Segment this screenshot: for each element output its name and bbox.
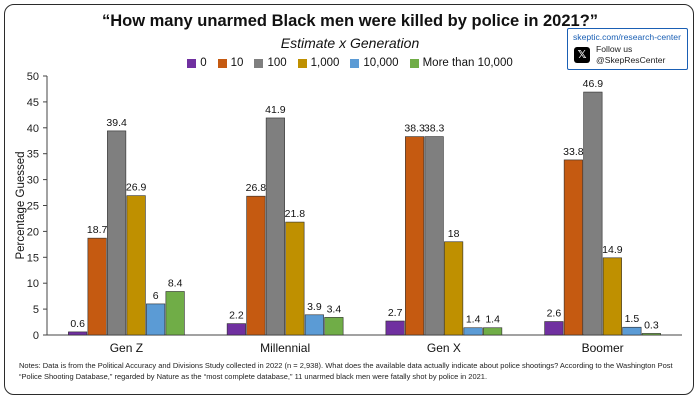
- bar: [246, 195, 266, 336]
- legend-label: 1,000: [310, 57, 340, 69]
- bar: [641, 333, 661, 336]
- bar: [622, 326, 642, 336]
- data-label: 6: [153, 290, 159, 302]
- legend-item: 0: [187, 57, 207, 69]
- bar: [285, 221, 305, 336]
- legend-swatch: [217, 58, 227, 68]
- social-handle[interactable]: @SkepResCenter: [596, 55, 666, 65]
- research-center-link[interactable]: skeptic.com/research-center: [573, 32, 681, 42]
- data-label: 21.8: [285, 208, 306, 220]
- data-label: 33.8: [563, 146, 584, 158]
- bar: [583, 91, 603, 336]
- y-tick-label: 15: [27, 252, 39, 264]
- bar: [304, 314, 324, 336]
- data-label: 18.7: [87, 224, 108, 236]
- data-label: 38.3: [424, 123, 445, 135]
- x-tick-label: Millennial: [260, 341, 310, 355]
- data-label: 26.8: [246, 182, 267, 194]
- x-tick-label: Gen X: [427, 341, 461, 355]
- bar: [424, 136, 444, 336]
- chart-title: “How many unarmed Black men were killed …: [101, 12, 599, 30]
- bar: [226, 323, 246, 336]
- bar: [483, 327, 503, 336]
- y-tick-label: 0: [33, 330, 39, 342]
- bar: [405, 136, 425, 336]
- data-label: 39.4: [106, 117, 127, 129]
- legend-label: 10: [230, 57, 244, 69]
- data-label: 2.2: [229, 310, 244, 322]
- data-label: 3.9: [307, 301, 322, 313]
- data-label: 41.9: [265, 104, 286, 116]
- bar: [444, 241, 464, 336]
- chart-notes: Notes: Data is from the Political Accura…: [19, 361, 673, 381]
- social-badge[interactable]: skeptic.com/research-center 𝕏 Follow us …: [567, 28, 688, 70]
- data-label: 46.9: [583, 78, 604, 90]
- data-label: 0.3: [644, 319, 659, 331]
- y-tick-label: 40: [27, 123, 39, 135]
- legend-label: 0: [200, 57, 207, 69]
- chart-subtitle: Estimate x Generation: [280, 35, 420, 51]
- data-label: 26.9: [126, 182, 147, 194]
- y-tick-label: 35: [27, 149, 39, 161]
- bar: [602, 257, 622, 336]
- data-label: 38.3: [404, 123, 425, 135]
- follow-label: Follow us: [596, 44, 633, 54]
- bar: [544, 321, 564, 336]
- bar: [126, 195, 146, 336]
- x-logo-icon: 𝕏: [574, 47, 590, 63]
- legend-swatch: [187, 58, 197, 68]
- chart-legend: 0 10 100 1,000 10,000 More than 10,000: [0, 57, 700, 69]
- bar: [165, 291, 185, 336]
- data-label: 1.5: [625, 313, 640, 325]
- y-axis-title: Percentage Guessed: [15, 151, 27, 259]
- bar: [463, 327, 483, 336]
- bar: [68, 331, 88, 336]
- legend-item: 10,000: [350, 57, 399, 69]
- legend-swatch: [254, 58, 264, 68]
- legend-label: More than 10,000: [422, 57, 513, 69]
- data-label: 18: [448, 228, 460, 240]
- data-label: 1.4: [466, 314, 481, 326]
- bar: [146, 303, 166, 336]
- x-tick-label: Gen Z: [110, 341, 143, 355]
- bar: [563, 159, 583, 336]
- bar: [324, 317, 344, 336]
- y-tick-label: 45: [27, 97, 39, 109]
- bar: [265, 117, 285, 336]
- legend-label: 10,000: [363, 57, 399, 69]
- data-label: 0.6: [70, 318, 85, 330]
- bar: [385, 320, 405, 336]
- data-label: 8.4: [168, 277, 183, 289]
- legend-item: 100: [254, 57, 287, 69]
- legend-item: 1,000: [297, 57, 340, 69]
- legend-swatch: [409, 58, 419, 68]
- legend-item: 10: [217, 57, 244, 69]
- legend-swatch: [297, 58, 307, 68]
- bar: [107, 130, 127, 336]
- y-tick-label: 30: [27, 175, 39, 187]
- data-label: 14.9: [602, 244, 623, 256]
- bar: [87, 237, 107, 336]
- legend-swatch: [350, 58, 360, 68]
- x-tick-label: Boomer: [582, 341, 624, 355]
- y-tick-label: 5: [33, 304, 39, 316]
- y-tick-label: 50: [27, 71, 39, 83]
- data-label: 2.6: [547, 308, 562, 320]
- legend-item: More than 10,000: [409, 57, 513, 69]
- data-label: 2.7: [388, 307, 403, 319]
- data-label: 3.4: [327, 303, 342, 315]
- legend-label: 100: [267, 57, 287, 69]
- y-tick-label: 10: [27, 278, 39, 290]
- y-tick-label: 20: [27, 226, 39, 238]
- y-tick-label: 25: [27, 201, 39, 213]
- chart-frame: [4, 4, 694, 395]
- data-label: 1.4: [485, 314, 500, 326]
